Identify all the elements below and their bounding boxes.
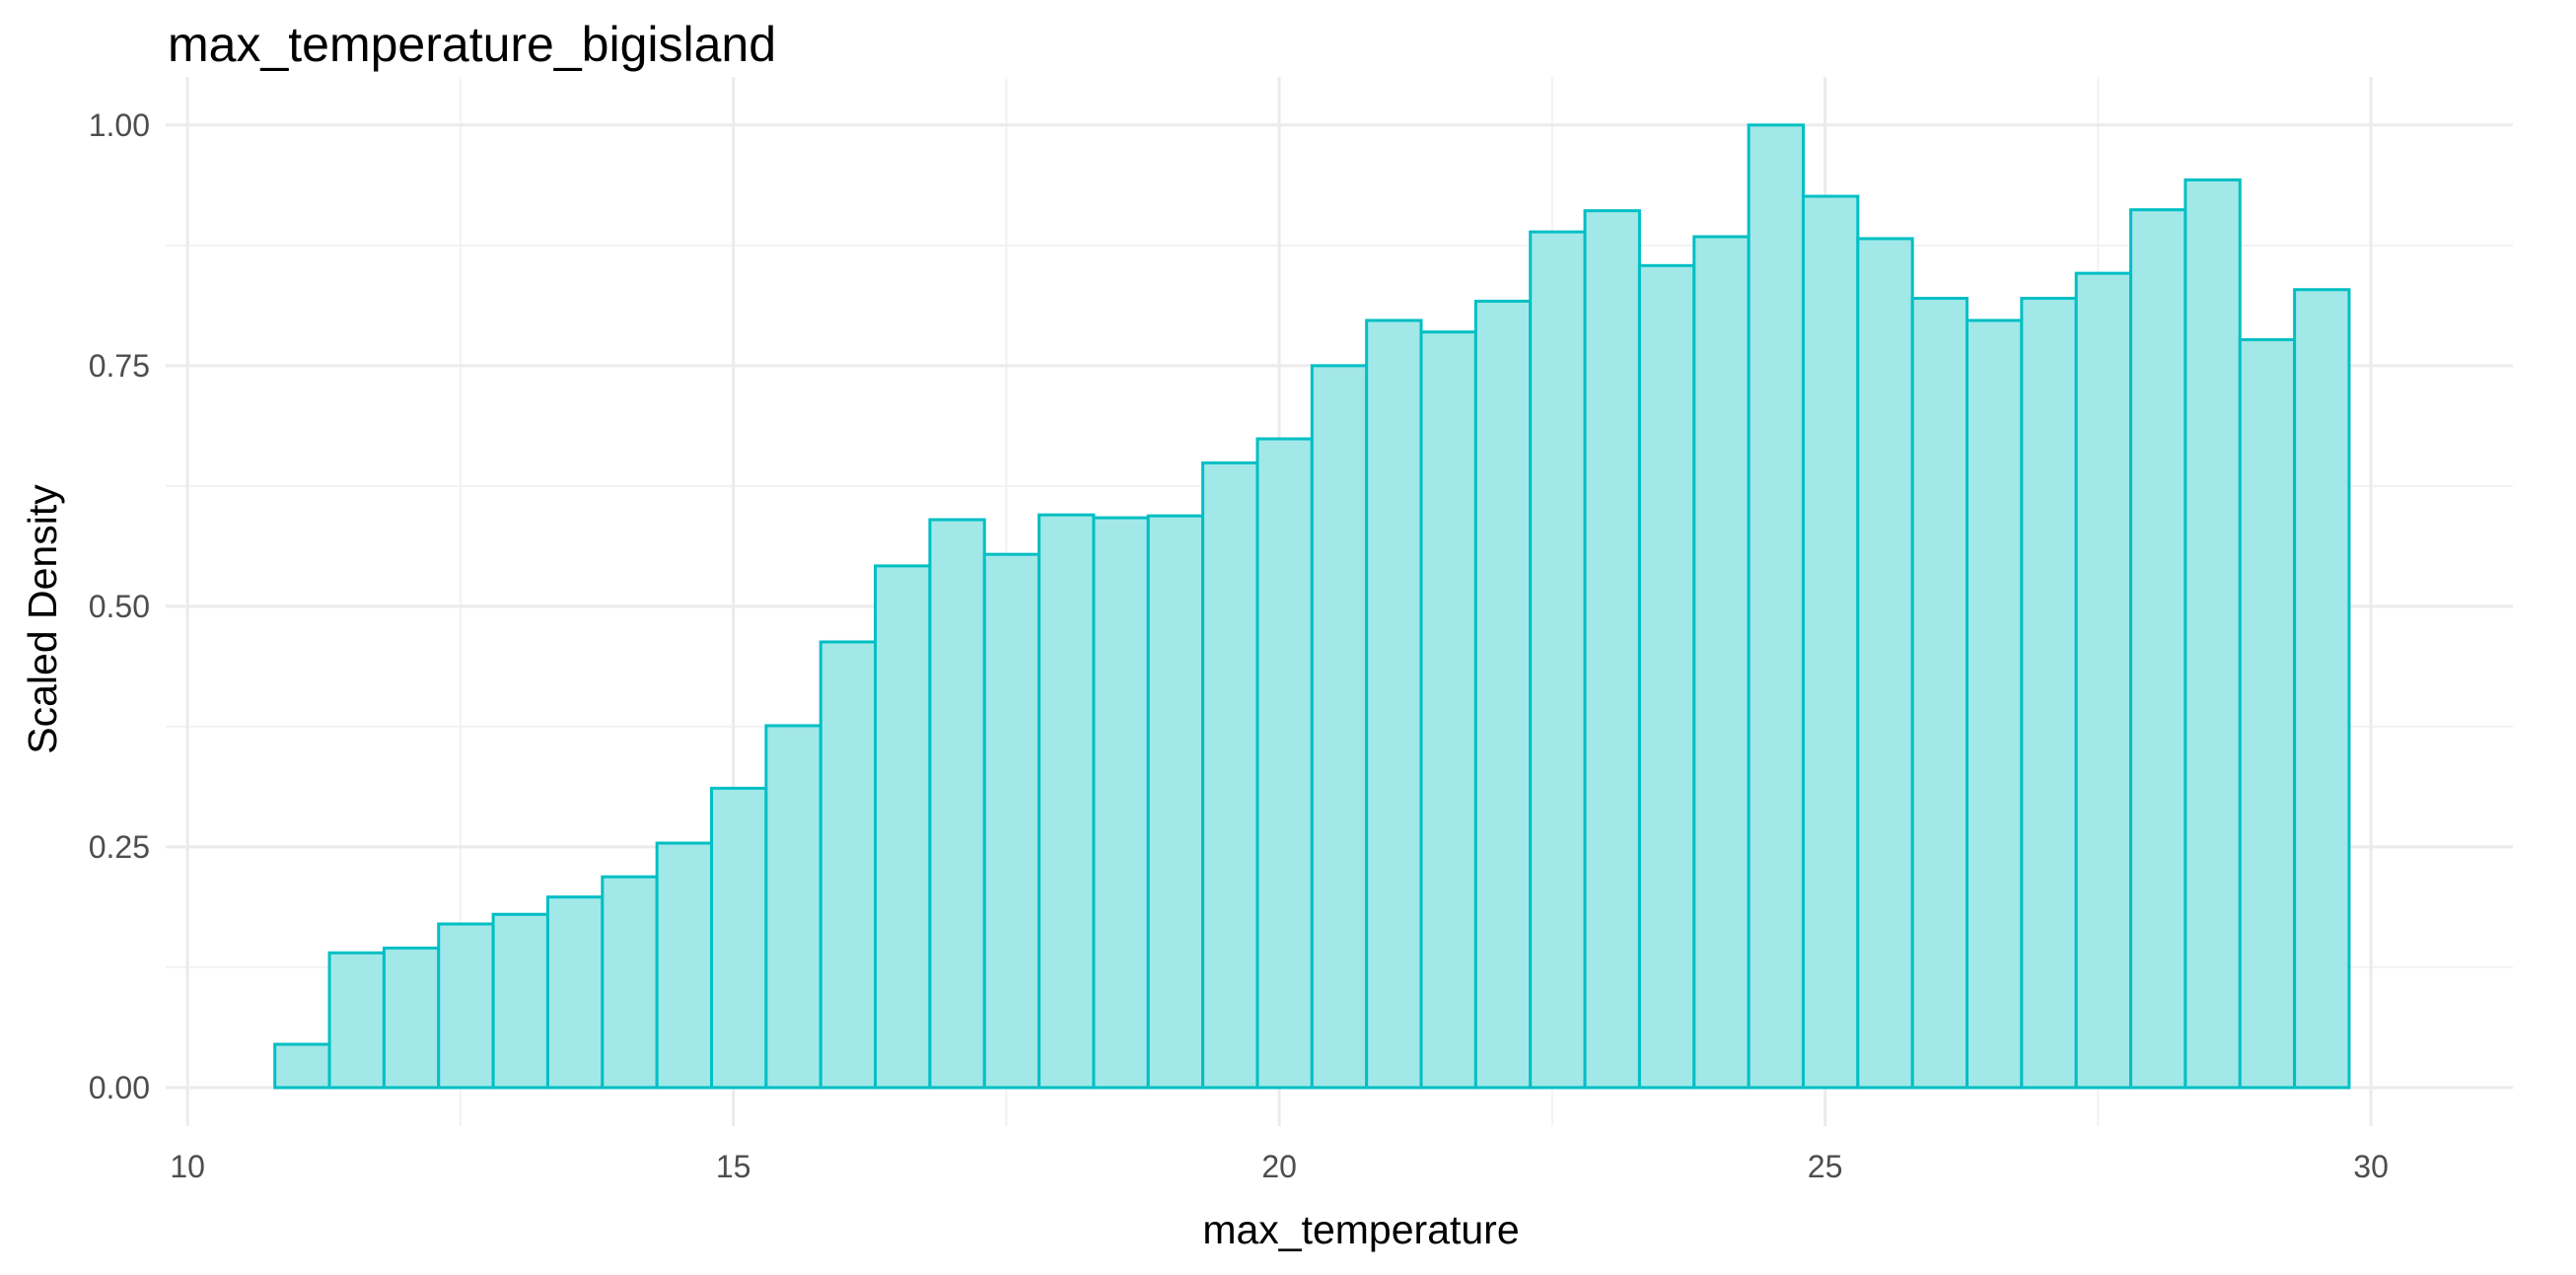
x-tick-label: 10 bbox=[170, 1149, 205, 1184]
histogram-bar bbox=[1201, 460, 1259, 1090]
histogram-bar bbox=[1365, 319, 1423, 1090]
y-tick-label: 1.00 bbox=[89, 107, 150, 143]
histogram-bar bbox=[1801, 194, 1860, 1090]
histogram-bar bbox=[2238, 337, 2297, 1090]
histogram-bar bbox=[1856, 237, 1914, 1090]
histogram-bar bbox=[1637, 263, 1696, 1090]
histogram-bar bbox=[982, 552, 1041, 1090]
y-tick-label: 0.75 bbox=[89, 348, 150, 384]
histogram-bar bbox=[382, 946, 441, 1090]
histogram-bar bbox=[819, 640, 878, 1090]
x-tick-label: 15 bbox=[716, 1149, 751, 1184]
histogram-bar bbox=[1529, 230, 1587, 1090]
x-tick-label: 25 bbox=[1808, 1149, 1843, 1184]
y-axis-ticks: 0.00 0.25 0.50 0.75 1.00 bbox=[89, 107, 150, 1105]
histogram-bar bbox=[2129, 208, 2187, 1090]
x-axis-ticks: 10 15 20 25 30 bbox=[170, 1149, 2389, 1184]
histogram-bar bbox=[928, 518, 986, 1090]
y-tick-label: 0.00 bbox=[89, 1070, 150, 1105]
histogram-bar bbox=[1038, 513, 1096, 1090]
histogram-bar bbox=[2074, 271, 2133, 1090]
histogram-bar bbox=[491, 912, 549, 1090]
histogram-bar bbox=[601, 875, 659, 1090]
histogram-bar bbox=[1092, 516, 1150, 1090]
histogram-bar bbox=[1966, 319, 2024, 1090]
histogram-bar bbox=[1583, 209, 1641, 1090]
histogram-bar bbox=[2183, 177, 2242, 1090]
histogram-bar bbox=[2293, 288, 2351, 1090]
chart-title: max_temperature_bigisland bbox=[168, 17, 776, 72]
histogram-bar bbox=[874, 564, 932, 1090]
x-tick-label: 30 bbox=[2353, 1149, 2389, 1184]
histogram-bar bbox=[1146, 514, 1205, 1090]
x-tick-label: 20 bbox=[1261, 1149, 1297, 1184]
histogram-bar bbox=[1419, 330, 1477, 1090]
histogram-bar bbox=[273, 1042, 331, 1090]
histogram-bar bbox=[709, 786, 768, 1090]
histogram-bar bbox=[1473, 299, 1533, 1090]
y-tick-label: 0.25 bbox=[89, 829, 150, 865]
histogram-bar bbox=[2020, 297, 2078, 1090]
histogram-bar bbox=[764, 724, 823, 1090]
histogram-bar bbox=[1692, 235, 1751, 1090]
histogram-bar bbox=[1910, 297, 1969, 1090]
histogram-bars bbox=[273, 123, 2351, 1090]
histogram-bar bbox=[1310, 364, 1369, 1090]
x-axis-title: max_temperature bbox=[1202, 1207, 1519, 1252]
histogram-bar bbox=[655, 841, 713, 1090]
histogram-bar bbox=[437, 922, 495, 1090]
histogram-bar bbox=[327, 951, 386, 1090]
y-axis-title: Scaled Density bbox=[20, 484, 65, 754]
y-tick-label: 0.50 bbox=[89, 589, 150, 624]
histogram-bar bbox=[545, 895, 605, 1090]
histogram-bar bbox=[1747, 123, 1805, 1090]
histogram-bar bbox=[1255, 437, 1314, 1090]
